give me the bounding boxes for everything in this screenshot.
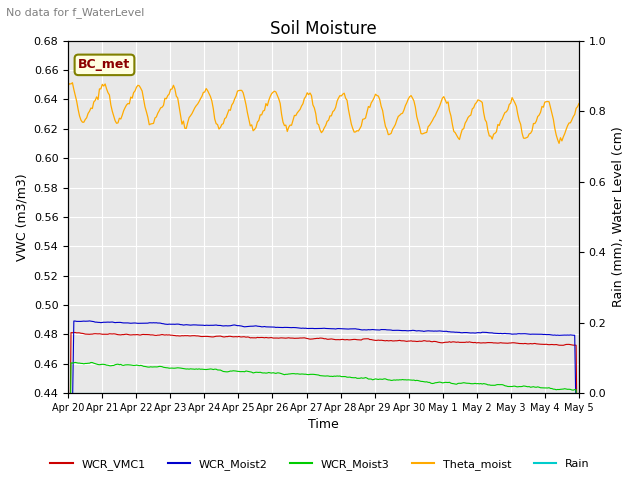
Text: BC_met: BC_met — [78, 59, 131, 72]
Line: WCR_Moist2: WCR_Moist2 — [68, 321, 579, 480]
Rain — [242, 390, 250, 396]
WCR_VMC1 — [244, 334, 252, 340]
Theta_moist — [129, 95, 136, 101]
WCR_Moist3 — [289, 371, 297, 376]
WCR_VMC1 — [289, 335, 297, 341]
WCR_Moist3 — [218, 368, 226, 374]
Theta_moist — [575, 101, 583, 107]
X-axis label: Time: Time — [308, 419, 339, 432]
WCR_Moist2 — [548, 332, 556, 338]
WCR_VMC1 — [70, 330, 77, 336]
Theta_moist — [218, 121, 226, 127]
WCR_VMC1 — [235, 334, 243, 339]
WCR_Moist2 — [244, 324, 252, 329]
Title: Soil Moisture: Soil Moisture — [270, 20, 377, 38]
Rain — [216, 390, 224, 396]
WCR_Moist2 — [218, 323, 226, 329]
Rain — [575, 390, 583, 396]
WCR_Moist3 — [129, 362, 136, 368]
WCR_VMC1 — [218, 334, 226, 339]
Rain — [234, 390, 241, 396]
Theta_moist — [244, 110, 252, 116]
WCR_Moist3 — [244, 369, 252, 374]
WCR_VMC1 — [548, 342, 556, 348]
Y-axis label: Rain (mm), Water Level (cm): Rain (mm), Water Level (cm) — [612, 127, 625, 307]
Theta_moist — [548, 110, 556, 116]
WCR_Moist3 — [72, 360, 79, 365]
Text: No data for f_WaterLevel: No data for f_WaterLevel — [6, 7, 145, 18]
WCR_Moist3 — [548, 385, 556, 391]
Rain — [288, 390, 296, 396]
WCR_Moist2 — [86, 318, 93, 324]
Theta_moist — [556, 141, 563, 146]
Y-axis label: VWC (m3/m3): VWC (m3/m3) — [15, 173, 28, 261]
Rain — [64, 390, 72, 396]
WCR_VMC1 — [129, 332, 136, 337]
WCR_Moist2 — [129, 320, 136, 326]
Theta_moist — [68, 80, 76, 85]
Theta_moist — [64, 83, 72, 88]
WCR_Moist2 — [235, 323, 243, 328]
Line: WCR_Moist3: WCR_Moist3 — [68, 362, 579, 480]
Theta_moist — [235, 88, 243, 94]
Theta_moist — [289, 117, 297, 123]
Rain — [547, 390, 554, 396]
Legend: WCR_VMC1, WCR_Moist2, WCR_Moist3, Theta_moist, Rain: WCR_VMC1, WCR_Moist2, WCR_Moist3, Theta_… — [46, 455, 594, 474]
Rain — [127, 390, 134, 396]
Line: Theta_moist: Theta_moist — [68, 83, 579, 144]
WCR_Moist2 — [289, 324, 297, 330]
Line: WCR_VMC1: WCR_VMC1 — [68, 333, 579, 480]
WCR_Moist3 — [235, 369, 243, 374]
